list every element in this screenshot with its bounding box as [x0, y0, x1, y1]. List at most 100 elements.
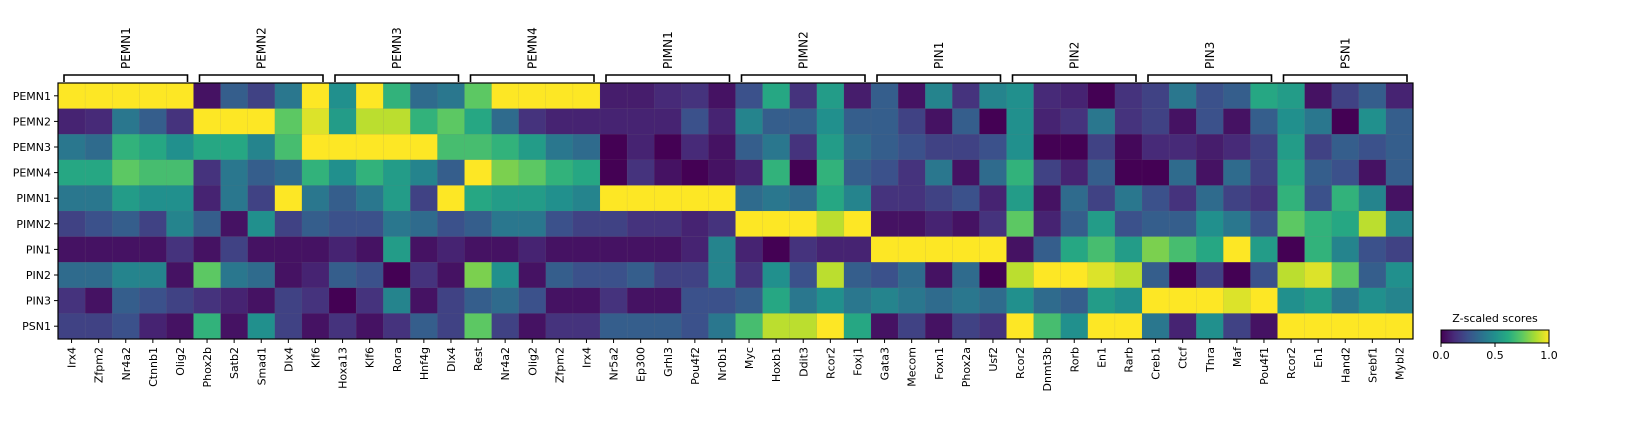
- heatmap-cell: [708, 185, 737, 212]
- heatmap-cell: [735, 159, 764, 186]
- heatmap-cell: [220, 210, 249, 238]
- heatmap-cell: [437, 133, 465, 161]
- heatmap-cell: [301, 313, 330, 340]
- heatmap-cell: [84, 287, 113, 314]
- heatmap-cell: [1304, 210, 1333, 238]
- heatmap-cell: [789, 82, 818, 110]
- heatmap-cell: [626, 262, 655, 289]
- gene-label: Ctnnb1: [147, 347, 160, 387]
- heatmap-cell: [247, 210, 276, 238]
- heatmap-cell: [1033, 185, 1062, 212]
- heatmap-cell: [518, 133, 547, 161]
- heatmap-cell: [843, 159, 872, 186]
- heatmap-cell: [545, 133, 574, 161]
- heatmap-cell: [111, 185, 140, 212]
- group-label: PEMN2: [254, 27, 268, 69]
- gene-label: Irx4: [66, 347, 79, 368]
- heatmap-cell: [789, 262, 818, 289]
- group-label: PEMN4: [525, 27, 539, 69]
- heatmap-cell: [1385, 210, 1414, 238]
- heatmap-cell: [979, 185, 1008, 212]
- heatmap-cell: [1385, 108, 1414, 135]
- heatmap-cell: [491, 82, 520, 110]
- heatmap-cell: [166, 133, 194, 161]
- heatmap-cell: [220, 287, 249, 314]
- gene-label: En1: [1095, 347, 1108, 368]
- gene-label: Zfpm2: [93, 347, 106, 383]
- heatmap-cell: [247, 313, 276, 340]
- gene-label: Mecom: [906, 347, 919, 387]
- gene-label: Maf: [1231, 346, 1244, 367]
- heatmap-cell: [247, 82, 276, 110]
- heatmap-cell: [84, 159, 113, 186]
- heatmap-cell: [1141, 82, 1170, 110]
- heatmap-cell: [626, 287, 655, 314]
- heatmap-cell: [1006, 185, 1035, 212]
- heatmap-cell: [491, 236, 520, 263]
- heatmap-cell: [681, 262, 709, 289]
- heatmap-cell: [897, 108, 926, 135]
- gene-label: Hand2: [1339, 347, 1352, 383]
- heatmap-cell: [57, 210, 86, 238]
- heatmap-cell: [193, 159, 222, 186]
- heatmap-cell: [247, 185, 276, 212]
- heatmap-cell: [545, 287, 574, 314]
- heatmap-cell: [1385, 262, 1414, 289]
- heatmap-cell: [193, 133, 222, 161]
- heatmap-cell: [84, 210, 113, 238]
- heatmap-cell: [410, 133, 438, 161]
- heatmap-cell: [491, 185, 520, 212]
- heatmap-cell: [708, 313, 737, 340]
- heatmap-cell: [897, 313, 926, 340]
- heatmap-cell: [1223, 287, 1251, 314]
- heatmap-cell: [626, 185, 655, 212]
- heatmap-cell: [545, 262, 574, 289]
- gene-label: Smad1: [255, 347, 268, 385]
- heatmap-cell: [1060, 82, 1089, 110]
- heatmap-cell: [57, 262, 86, 289]
- gene-label: Rest: [472, 346, 485, 371]
- heatmap-cell: [870, 262, 899, 289]
- heatmap-cell: [274, 262, 303, 289]
- heatmap-cell: [654, 313, 682, 340]
- heatmap-cell: [979, 108, 1008, 135]
- heatmap-cell: [1114, 185, 1143, 212]
- heatmap-cell: [599, 313, 628, 340]
- gene-label: Gata3: [879, 347, 892, 380]
- gene-label: Ddit3: [797, 347, 810, 377]
- heatmap-cell: [328, 262, 357, 289]
- heatmap-cell: [708, 133, 737, 161]
- gene-label: Phox2b: [201, 347, 214, 388]
- heatmap-cell: [1168, 185, 1197, 212]
- heatmap-cell: [1060, 159, 1089, 186]
- heatmap-cell: [274, 185, 303, 212]
- heatmap-cell: [572, 313, 601, 340]
- heatmap-cell: [464, 210, 493, 238]
- heatmap-cell: [139, 210, 167, 238]
- heatmap-cell: [654, 82, 682, 110]
- heatmap-cell: [1195, 287, 1224, 314]
- heatmap-cell: [193, 210, 222, 238]
- heatmap-cell: [925, 236, 953, 263]
- heatmap-cell: [599, 159, 628, 186]
- heatmap-cell: [301, 262, 330, 289]
- heatmap-cell: [952, 159, 980, 186]
- heatmap-cell: [220, 262, 249, 289]
- heatmap-cell: [383, 210, 411, 238]
- heatmap-cell: [1168, 262, 1197, 289]
- heatmap-cell: [491, 133, 520, 161]
- group-bracket: [1011, 74, 1137, 82]
- gene-label: Hnf4g: [418, 347, 431, 380]
- heatmap-cell: [735, 236, 764, 263]
- heatmap-cell: [1006, 108, 1035, 135]
- heatmap-cell: [762, 133, 791, 161]
- heatmap-cell: [1168, 287, 1197, 314]
- heatmap-cell: [1223, 210, 1251, 238]
- heatmap-cell: [193, 236, 222, 263]
- heatmap-cell: [708, 287, 737, 314]
- heatmap-cell: [1331, 313, 1360, 340]
- heatmap-cell: [410, 108, 438, 135]
- heatmap-cell: [816, 82, 845, 110]
- gene-label: Ctcf: [1177, 346, 1190, 369]
- gene-label: Creb1: [1150, 347, 1163, 380]
